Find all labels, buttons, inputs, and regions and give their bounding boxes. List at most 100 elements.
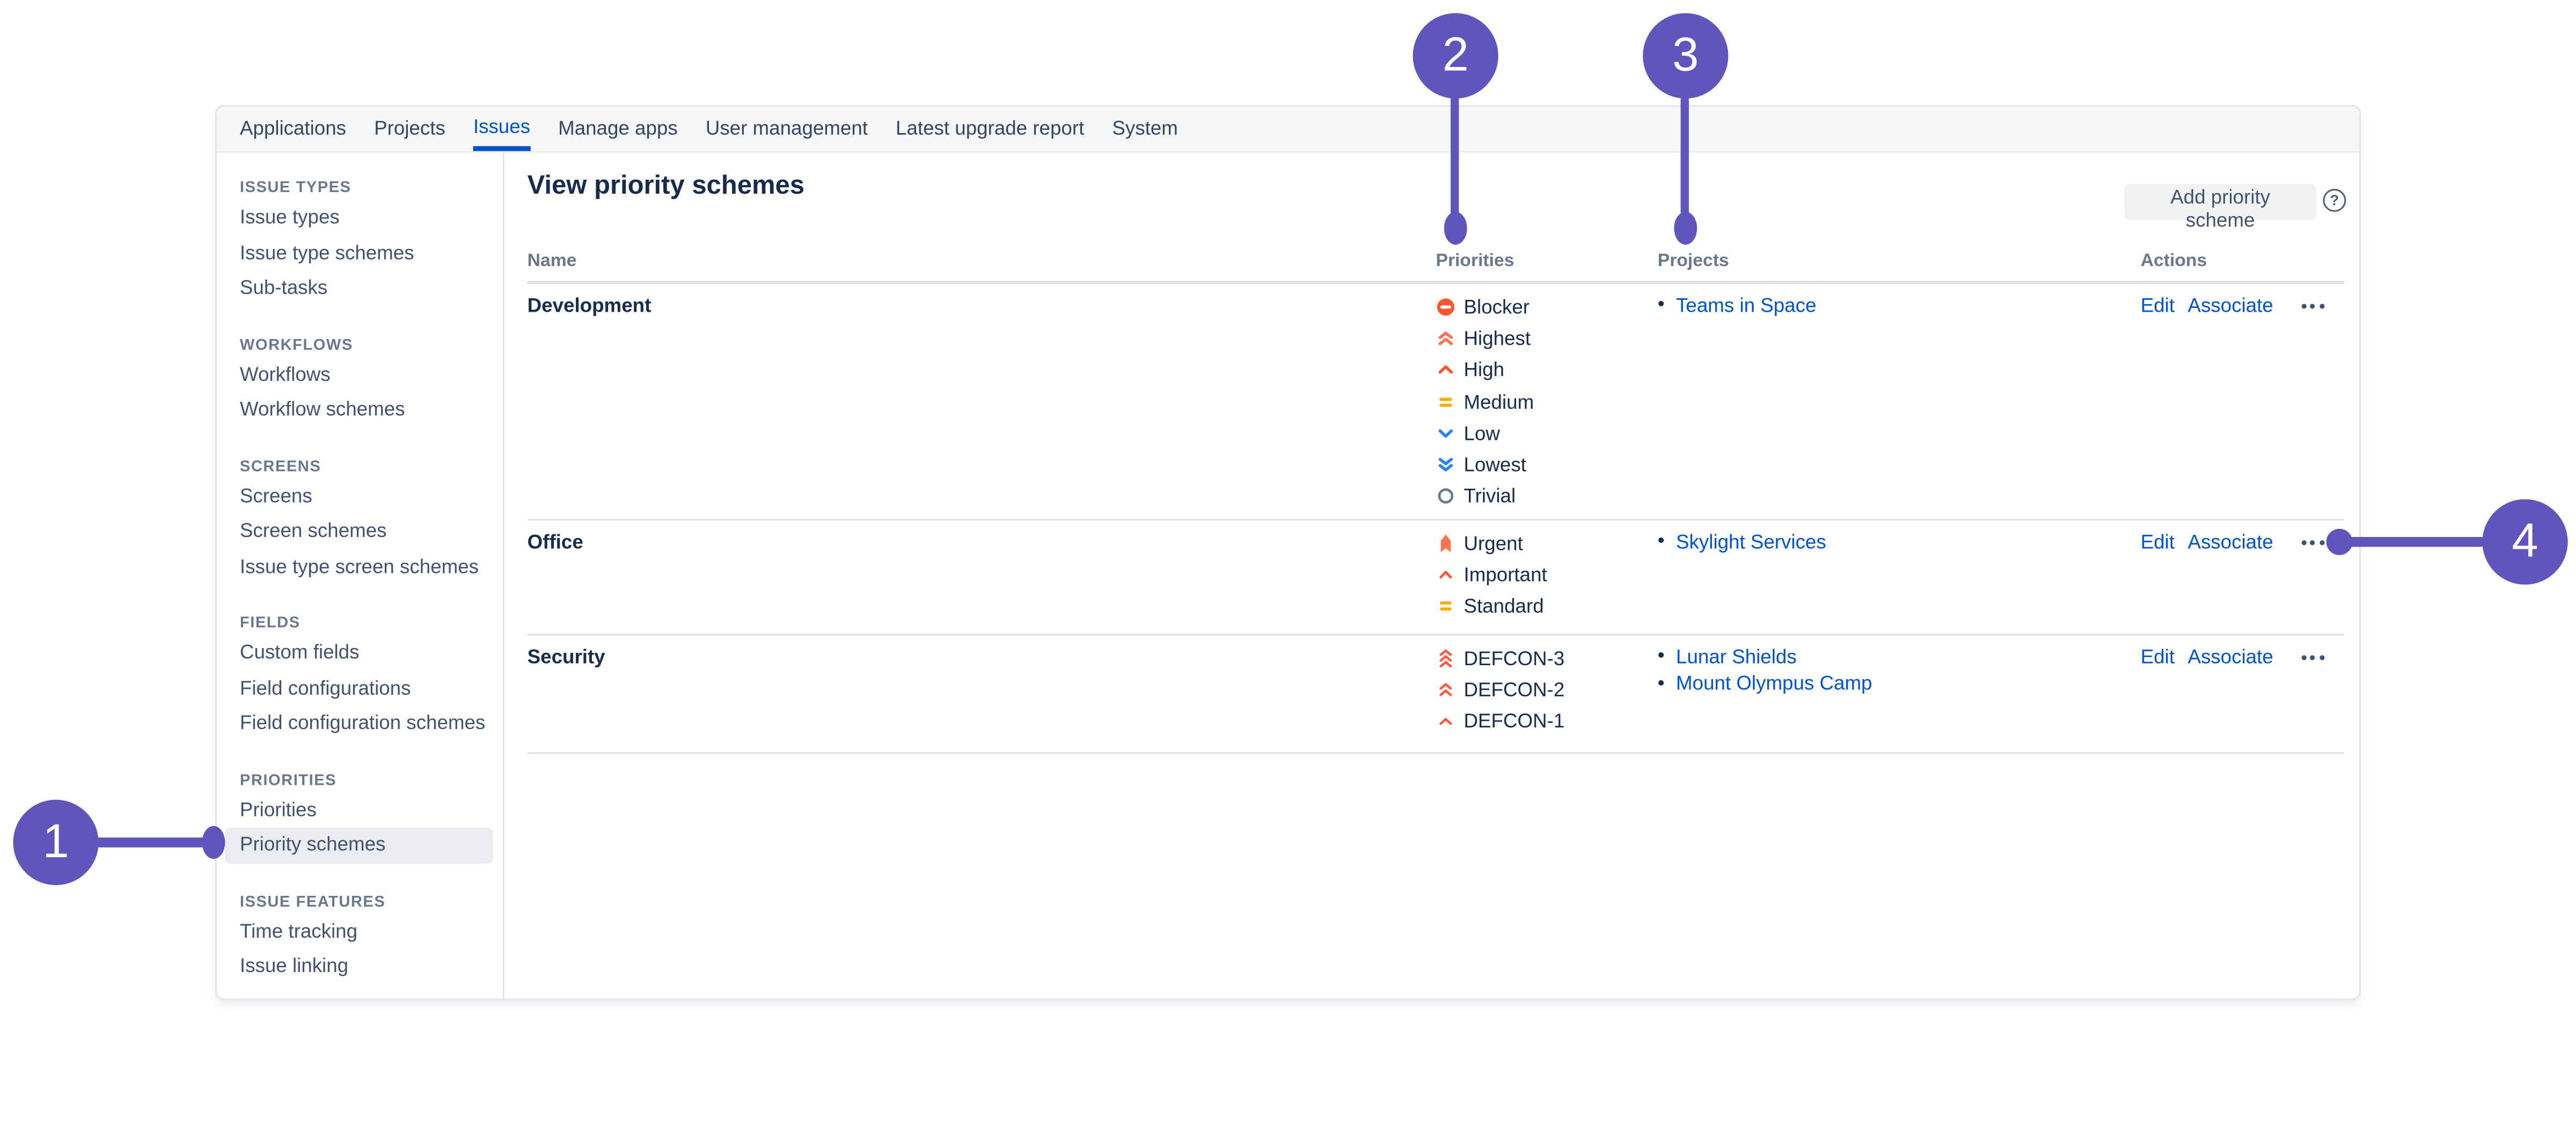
project-link-teams-in-space[interactable]: Teams in Space [1676,293,1817,317]
priorities-cell: Blocker Highest High Medium Low Lowest T… [1436,291,1657,519]
question-mark-icon[interactable]: ? [2323,189,2346,212]
table-row-security: Security DEFCON-3 DEFCON-2 DEFCON-1 • Lun… [527,636,2345,754]
associate-link[interactable]: Associate [2187,293,2273,317]
trivial-icon [1436,487,1455,506]
priority-item: DEFCON-2 [1436,674,1657,705]
nav-item-applications[interactable]: Applications [239,116,347,140]
sidebar-section-issue-features: ISSUE FEATURES Time tracking Issue linki… [225,891,502,984]
priority-label: Important [1463,563,1547,586]
project-link-lunar-shields[interactable]: Lunar Shields [1676,645,1797,668]
main-content: View priority schemes Add priority schem… [527,153,2346,999]
actions-cell: Edit Associate [2141,642,2345,752]
priority-label: DEFCON-2 [1463,678,1565,701]
callout-4-dot [2326,528,2353,555]
more-options-icon[interactable] [2301,642,2324,674]
priority-label: DEFCON-3 [1463,646,1565,669]
priority-label: Lowest [1463,453,1526,477]
priority-label: DEFCON-1 [1463,710,1565,733]
callout-2-dot [1444,211,1467,245]
priority-label: Standard [1463,594,1544,618]
project-link-skylight-services[interactable]: Skylight Services [1676,530,1826,553]
sidebar-item-issue-types[interactable]: Issue types [239,205,340,229]
nav-item-issues[interactable]: Issues [473,107,531,151]
more-options-icon[interactable] [2301,527,2324,559]
callout-2-badge: 2 [1413,13,1498,99]
table-row-development: Development Blocker Highest High Medium … [527,284,2345,521]
associate-link[interactable]: Associate [2187,645,2273,668]
priority-label: Highest [1463,326,1531,350]
priority-item: Medium [1436,386,1657,417]
nav-item-projects[interactable]: Projects [374,116,445,140]
edit-link[interactable]: Edit [2140,293,2175,317]
sidebar-item-screen-schemes[interactable]: Screen schemes [239,519,387,542]
sidebar-item-issue-linking[interactable]: Issue linking [239,954,349,977]
sidebar-item-screens[interactable]: Screens [239,483,312,507]
nav-item-manage-apps[interactable]: Manage apps [558,116,678,140]
scheme-name: Security [527,645,605,668]
sidebar-item-field-configuration-schemes[interactable]: Field configuration schemes [239,711,486,734]
priority-item: DEFCON-1 [1436,705,1657,737]
sidebar-section-priorities: PRIORITIES Priorities Priority schemes [225,769,502,863]
project-list-item: • Skylight Services [1658,529,2141,554]
projects-cell: • Lunar Shields • Mount Olympus Camp [1658,642,2141,752]
sidebar-item-sub-tasks[interactable]: Sub-tasks [239,276,328,299]
priority-item: High [1436,354,1657,386]
low-icon [1436,423,1455,443]
project-link-mount-olympus-camp[interactable]: Mount Olympus Camp [1676,672,1872,695]
lowest-icon [1436,455,1455,475]
priority-label: Trivial [1463,485,1516,509]
bullet-icon: • [1657,671,1665,694]
nav-item-user-management[interactable]: User management [705,116,868,140]
more-options-icon[interactable] [2301,291,2324,322]
priority-label: Blocker [1463,295,1530,318]
priority-item: Highest [1436,322,1657,354]
callout-4-badge: 4 [2482,499,2568,585]
blocker-icon [1436,297,1455,317]
scheme-name: Office [527,530,583,554]
edit-link[interactable]: Edit [2140,530,2175,554]
sidebar-item-issue-type-screen-schemes[interactable]: Issue type screen schemes [239,554,479,578]
sidebar-item-priority-schemes[interactable]: Priority schemes [225,827,493,863]
medium-icon [1436,392,1455,411]
nav-item-system[interactable]: System [1112,116,1178,140]
sidebar-section-workflows: WORKFLOWS Workflows Workflow schemes [225,334,502,428]
table-row-office: Office Urgent Important Standard • Skylig… [527,520,2345,636]
column-header-name: Name [527,251,577,271]
sidebar-section-title: SCREENS [239,457,321,476]
admin-top-nav: Applications Projects Issues Manage apps… [217,106,2359,153]
actions-cell: Edit Associate [2141,527,2345,634]
priority-label: Medium [1463,390,1534,413]
page-title: View priority schemes [527,172,804,201]
priority-label: Low [1463,422,1500,445]
sidebar-item-workflow-schemes[interactable]: Workflow schemes [239,397,405,421]
edit-link[interactable]: Edit [2140,645,2175,668]
sidebar-item-custom-fields[interactable]: Custom fields [239,640,360,664]
sidebar-section-screens: SCREENS Screens Screen schemes Issue typ… [225,455,502,584]
table-header-row: Name Priorities Projects Actions [527,243,2345,284]
priority-item: Important [1436,559,1657,591]
callout-1-dot [202,826,225,859]
project-list-item: • Lunar Shields [1658,644,2141,669]
highest-icon [1436,328,1455,348]
add-priority-scheme-button[interactable]: Add priority scheme [2124,183,2317,232]
priority-schemes-table: Name Priorities Projects Actions Develop… [527,243,2345,754]
column-header-actions: Actions [2140,251,2207,271]
sidebar-item-issue-type-schemes[interactable]: Issue type schemes [239,240,414,264]
sidebar-item-time-tracking[interactable]: Time tracking [239,918,358,942]
priority-item: DEFCON-3 [1436,642,1657,674]
priority-label: High [1463,358,1505,381]
sidebar-section-title: PRIORITIES [239,771,337,789]
callout-1-badge: 1 [13,799,99,885]
callout-3-dot [1674,211,1697,245]
standard-icon [1436,597,1455,616]
callout-4-line [2344,537,2486,547]
sidebar-item-priorities[interactable]: Priorities [239,797,317,821]
callout-2-line [1451,95,1459,220]
callout-3-badge: 3 [1643,13,1729,99]
associate-link[interactable]: Associate [2187,530,2273,554]
nav-item-latest-upgrade-report[interactable]: Latest upgrade report [896,116,1085,140]
priority-item: Urgent [1436,527,1657,559]
priority-item: Low [1436,417,1657,449]
sidebar-item-field-configurations[interactable]: Field configurations [239,675,411,699]
sidebar-item-workflows[interactable]: Workflows [239,362,331,385]
